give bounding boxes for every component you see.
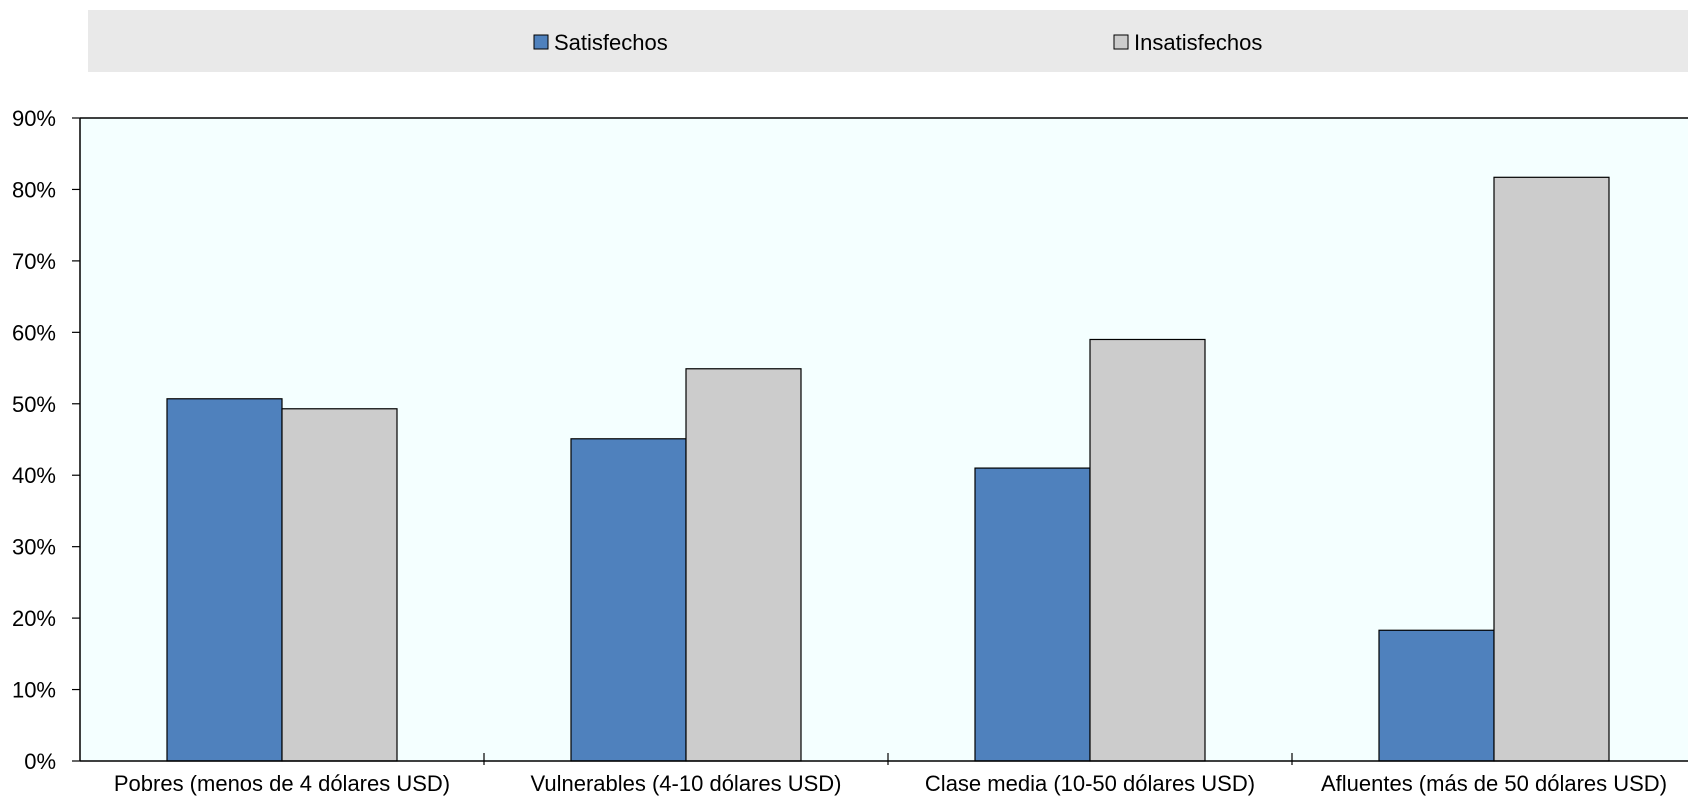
y-tick-label: 0% xyxy=(24,749,56,774)
x-tick-label: Clase media (10-50 dólares USD) xyxy=(925,771,1255,796)
bar-insatisfechos-3 xyxy=(1493,176,1610,762)
legend-label: Satisfechos xyxy=(554,30,668,55)
bar-satisfechos-0 xyxy=(166,398,283,762)
y-tick-label: 10% xyxy=(12,678,56,703)
legend-label: Insatisfechos xyxy=(1134,30,1262,55)
legend: Satisfechos Insatisfechos xyxy=(533,30,1262,55)
y-tick-label: 20% xyxy=(12,606,56,631)
bar-satisfechos-2 xyxy=(974,467,1091,762)
y-tick-label: 80% xyxy=(12,177,56,202)
y-tick-label: 30% xyxy=(12,535,56,560)
y-tick-label: 90% xyxy=(12,106,56,131)
y-tick-label: 50% xyxy=(12,392,56,417)
bar-satisfechos-1 xyxy=(570,438,687,762)
axes: 0% 10% 20% 30% 40% 50% 60% 70% 80% 90% Pobres (men… xyxy=(12,106,1688,796)
x-tick-label: Pobres (menos de 4 dólares USD) xyxy=(114,771,450,796)
bar-insatisfechos-1 xyxy=(685,368,802,762)
legend-panel xyxy=(88,10,1688,72)
bar-insatisfechos-0 xyxy=(281,408,398,762)
y-tick-label: 70% xyxy=(12,249,56,274)
bars xyxy=(166,176,1610,762)
legend-swatch-insatisfechos xyxy=(1113,34,1129,50)
bar-satisfechos-3 xyxy=(1378,629,1495,762)
y-tick-label: 60% xyxy=(12,320,56,345)
y-tick-label: 40% xyxy=(12,463,56,488)
legend-swatch-satisfechos xyxy=(533,34,549,50)
x-tick-label: Afluentes (más de 50 dólares USD) xyxy=(1321,771,1667,796)
bar-insatisfechos-2 xyxy=(1089,338,1206,762)
x-tick-label: Vulnerables (4-10 dólares USD) xyxy=(531,771,842,796)
